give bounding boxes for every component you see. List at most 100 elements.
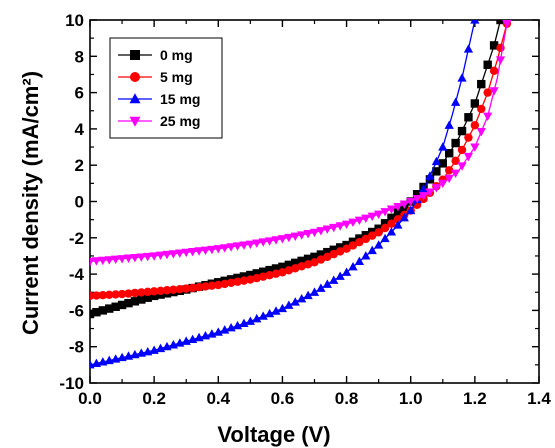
data-point-5-mg (380, 223, 390, 233)
data-point-0-mg (329, 245, 338, 254)
data-point-25-mg (226, 243, 236, 252)
data-point-5-mg (303, 260, 313, 269)
data-point-25-mg (168, 250, 179, 259)
data-point-25-mg (399, 200, 409, 209)
data-point-0-mg (310, 252, 319, 262)
data-point-25-mg (502, 20, 512, 29)
data-point-15-mg (438, 142, 448, 151)
data-point-0-mg (105, 304, 114, 313)
data-point-25-mg (98, 256, 108, 266)
data-point-5-mg (149, 287, 159, 296)
data-point-15-mg (226, 322, 236, 332)
data-point-25-mg (194, 247, 204, 256)
data-point-5-mg (368, 231, 377, 240)
data-point-15-mg (399, 213, 409, 222)
data-point-25-mg (354, 216, 365, 226)
data-point-25-mg (341, 220, 352, 230)
data-point-0-mg (412, 190, 422, 199)
y-tick-label: -2 (69, 229, 84, 248)
data-point-5-mg (111, 290, 120, 299)
data-point-0-mg (284, 260, 294, 270)
legend: 0 mg 5 mg 15 mg 25 mg (109, 37, 223, 139)
data-point-15-mg (367, 245, 377, 255)
data-point-5-mg (387, 219, 396, 228)
y-tick-label: -8 (69, 338, 84, 357)
data-point-25-mg (316, 227, 326, 236)
data-point-15-mg (406, 205, 416, 215)
data-point-5-mg (92, 291, 101, 300)
data-point-5-mg (464, 133, 473, 142)
data-point-0-mg (117, 300, 127, 310)
data-point-25-mg (483, 112, 493, 122)
data-point-0-mg (90, 309, 95, 319)
series-5-mg (90, 20, 512, 301)
data-point-0-mg (278, 262, 287, 272)
legend-label-15-mg: 15 mg (160, 91, 200, 107)
data-point-15-mg (316, 283, 326, 292)
data-point-25-mg (297, 231, 307, 240)
data-point-25-mg (181, 248, 191, 258)
axes: 0.0 0.2 0.4 0.6 0.8 1.0 1.2 1.4 -10 -8 -6 -4 -2 0 2 4 6 8… (59, 11, 551, 408)
data-point-0-mg (246, 270, 255, 280)
data-point-15-mg (245, 316, 255, 325)
data-point-0-mg (265, 265, 274, 275)
data-point-25-mg (463, 152, 474, 162)
data-point-15-mg (277, 303, 288, 313)
data-point-15-mg (213, 327, 223, 336)
data-point-15-mg (335, 271, 345, 280)
data-point-5-mg (194, 282, 204, 292)
x-tick-label: 0.2 (142, 389, 166, 408)
y-tick-label: 2 (75, 156, 84, 175)
data-point-25-mg (329, 223, 339, 233)
data-point-0-mg (380, 219, 390, 228)
data-point-5-mg (329, 249, 338, 259)
data-point-0-mg (303, 254, 313, 264)
data-point-25-mg (271, 236, 281, 245)
data-point-0-mg (477, 79, 486, 89)
data-point-25-mg (111, 255, 121, 265)
data-point-0-mg (258, 267, 268, 276)
data-point-5-mg (226, 278, 236, 288)
data-point-5-mg (143, 287, 152, 297)
data-point-5-mg (348, 241, 358, 250)
data-point-15-mg (232, 320, 243, 330)
data-point-25-mg (200, 246, 211, 255)
data-point-5-mg (489, 66, 499, 76)
data-point-5-mg (284, 266, 294, 275)
data-point-15-mg (386, 227, 397, 236)
data-point-25-mg (322, 225, 332, 234)
data-point-25-mg (232, 242, 243, 251)
data-point-5-mg (323, 252, 332, 262)
x-tick-label: 0.6 (271, 389, 295, 408)
data-point-5-mg (98, 290, 108, 300)
data-point-25-mg (91, 257, 102, 266)
data-point-25-mg (374, 210, 384, 220)
data-point-0-mg (137, 295, 146, 304)
data-point-5-mg (291, 264, 300, 273)
data-point-5-mg (214, 280, 223, 290)
data-point-5-mg (342, 244, 351, 253)
data-point-5-mg (233, 277, 242, 286)
data-point-5-mg (117, 289, 127, 299)
data-point-5-mg (201, 282, 210, 291)
data-point-25-mg (418, 192, 429, 201)
data-point-15-mg (348, 262, 358, 271)
data-point-0-mg (496, 20, 505, 25)
data-point-15-mg (271, 306, 281, 315)
data-point-25-mg (457, 162, 467, 171)
data-point-5-mg (175, 284, 184, 294)
data-point-15-mg (90, 360, 95, 369)
data-point-0-mg (432, 167, 441, 176)
series-15-mg (90, 20, 480, 369)
data-point-25-mg (123, 254, 134, 263)
data-point-25-mg (412, 195, 422, 204)
data-point-15-mg (463, 44, 474, 53)
data-point-5-mg (265, 270, 274, 280)
data-point-25-mg (90, 257, 95, 267)
data-point-25-mg (450, 169, 461, 179)
data-point-5-mg (445, 166, 454, 175)
x-tick-label: 0.4 (206, 389, 230, 408)
data-point-15-mg (239, 318, 249, 328)
y-tick-label: 4 (75, 120, 85, 139)
